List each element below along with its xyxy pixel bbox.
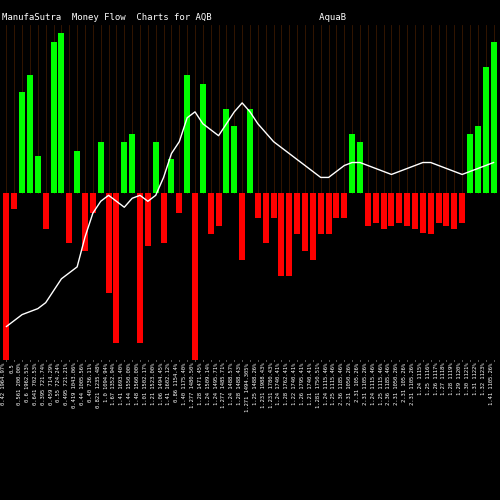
Bar [396, 192, 402, 222]
Bar [184, 75, 190, 192]
Bar [82, 192, 88, 251]
Bar [200, 84, 206, 192]
Bar [232, 126, 237, 192]
Bar [459, 192, 465, 222]
Bar [357, 142, 363, 192]
Bar [98, 142, 103, 192]
Bar [483, 67, 488, 192]
Bar [294, 192, 300, 234]
Bar [270, 192, 276, 218]
Bar [255, 192, 261, 218]
Bar [192, 192, 198, 360]
Bar [137, 192, 143, 343]
Bar [35, 156, 41, 192]
Bar [50, 42, 56, 192]
Bar [318, 192, 324, 234]
Bar [19, 92, 25, 192]
Bar [176, 192, 182, 212]
Bar [490, 42, 496, 192]
Bar [412, 192, 418, 230]
Bar [334, 192, 340, 218]
Bar [286, 192, 292, 276]
Bar [224, 109, 230, 192]
Bar [145, 192, 151, 246]
Bar [388, 192, 394, 226]
Bar [467, 134, 473, 192]
Bar [27, 75, 33, 192]
Bar [90, 192, 96, 212]
Bar [168, 159, 174, 192]
Bar [452, 192, 457, 230]
Bar [420, 192, 426, 232]
Bar [373, 192, 378, 222]
Bar [106, 192, 112, 293]
Bar [153, 142, 158, 192]
Bar [58, 34, 64, 192]
Bar [122, 142, 127, 192]
Bar [43, 192, 49, 230]
Bar [12, 192, 17, 209]
Bar [66, 192, 72, 243]
Bar [160, 192, 166, 243]
Bar [428, 192, 434, 234]
Bar [74, 150, 80, 192]
Bar [475, 126, 481, 192]
Bar [342, 192, 347, 218]
Bar [114, 192, 119, 343]
Bar [216, 192, 222, 226]
Bar [302, 192, 308, 251]
Bar [380, 192, 386, 230]
Bar [263, 192, 268, 243]
Bar [239, 192, 245, 260]
Bar [349, 134, 355, 192]
Bar [310, 192, 316, 260]
Bar [365, 192, 371, 226]
Bar [278, 192, 284, 276]
Bar [436, 192, 442, 222]
Bar [4, 192, 10, 360]
Bar [326, 192, 332, 234]
Bar [247, 109, 253, 192]
Bar [208, 192, 214, 234]
Bar [129, 134, 135, 192]
Bar [444, 192, 450, 226]
Text: ManufaSutra  Money Flow  Charts for AQB                    AquaB                : ManufaSutra Money Flow Charts for AQB Aq… [2, 12, 500, 22]
Bar [404, 192, 410, 226]
